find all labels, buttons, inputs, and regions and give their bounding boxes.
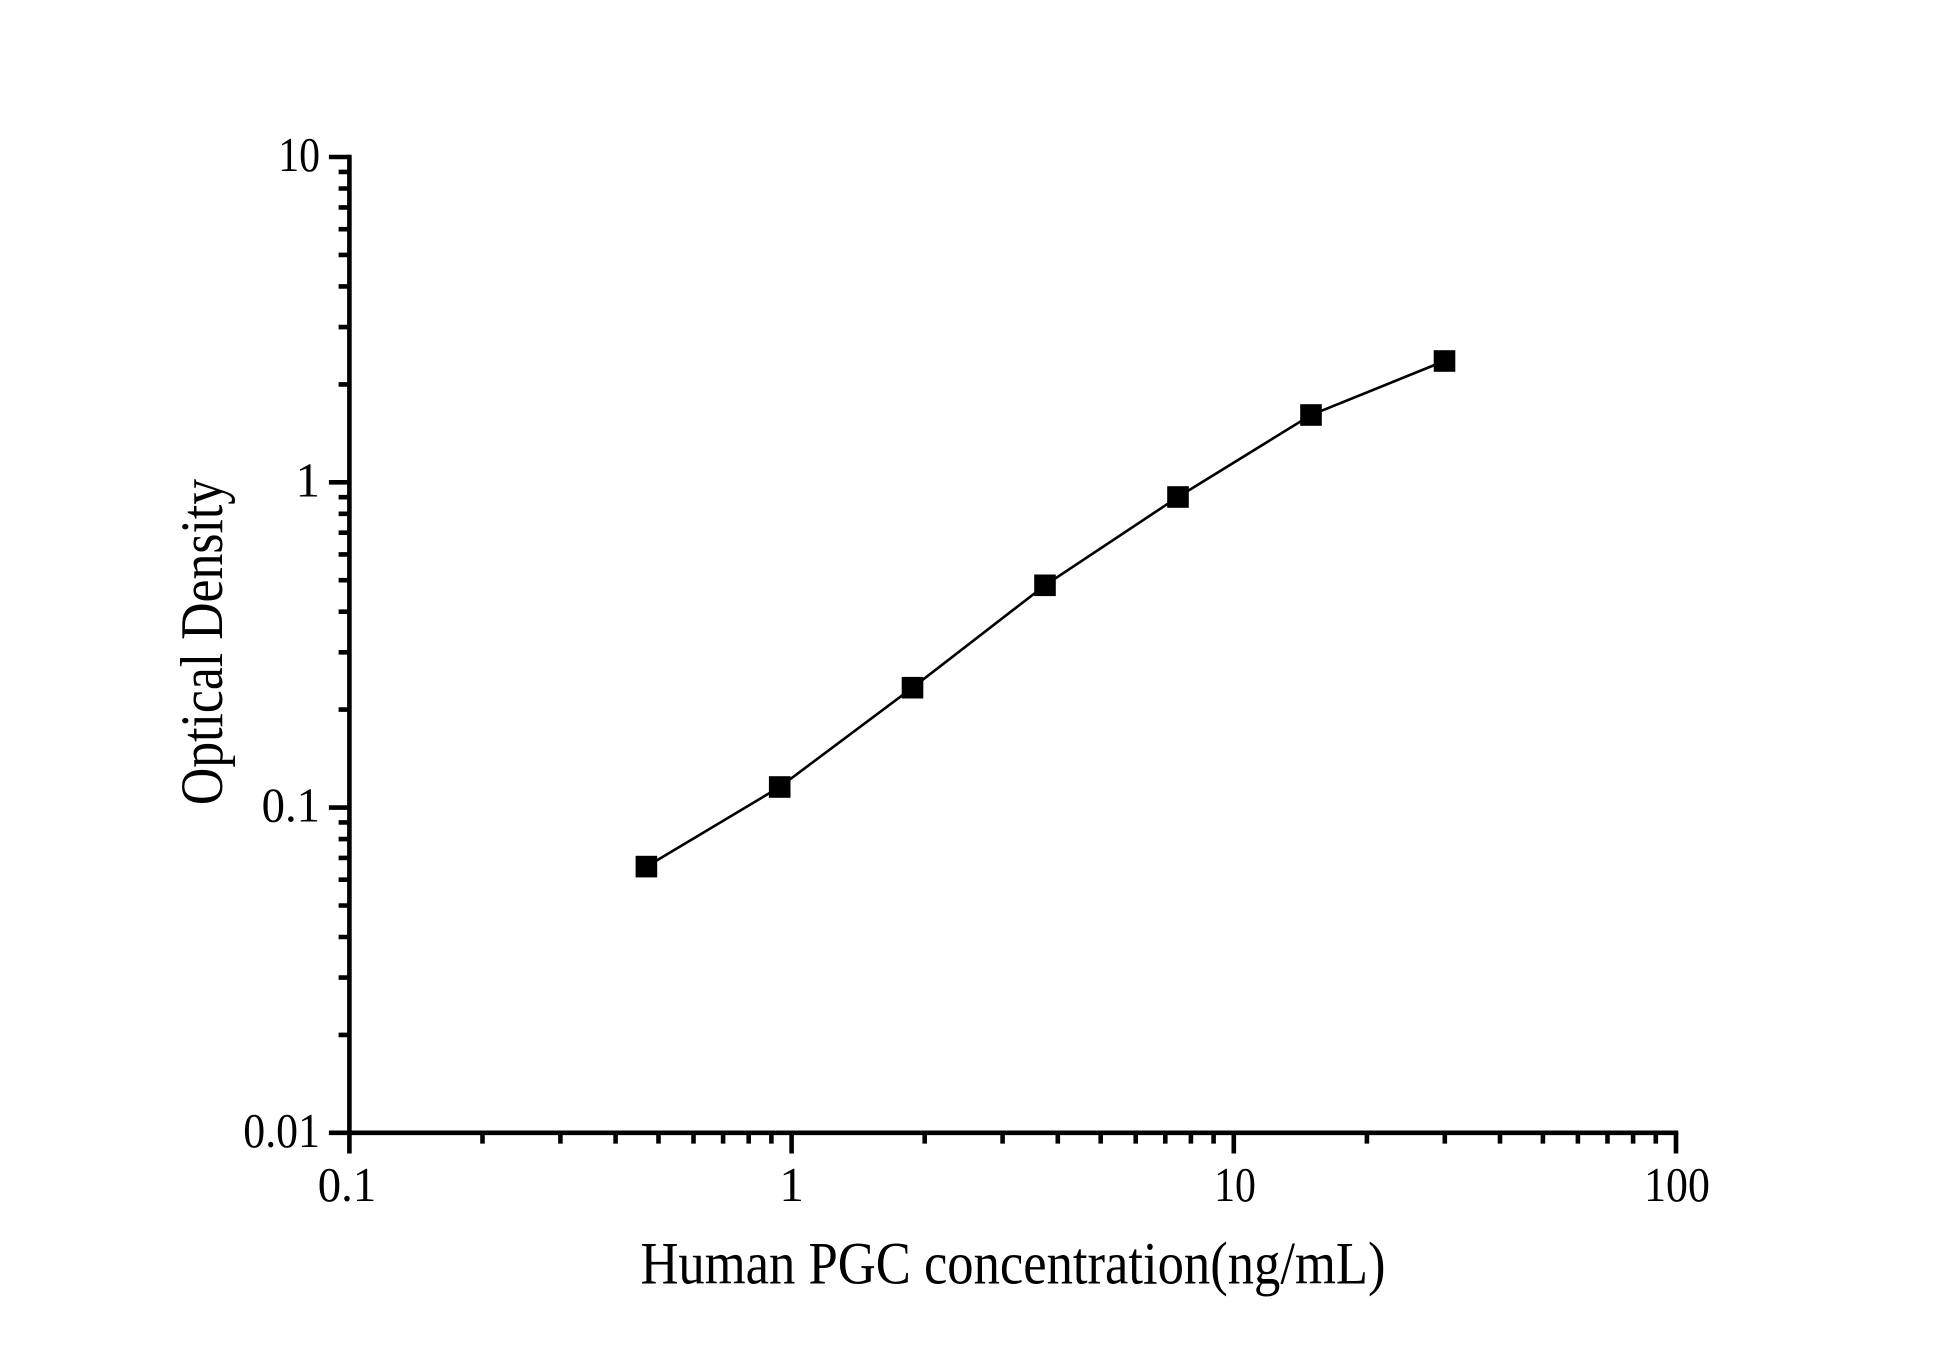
svg-text:1: 1 — [296, 452, 321, 507]
svg-text:10: 10 — [1214, 1157, 1256, 1212]
svg-text:0.01: 0.01 — [243, 1103, 320, 1158]
svg-text:100: 100 — [1644, 1157, 1710, 1212]
svg-text:0.1: 0.1 — [262, 778, 320, 833]
svg-text:10: 10 — [278, 127, 320, 182]
svg-text:Optical Density: Optical Density — [169, 479, 235, 805]
svg-text:1: 1 — [779, 1157, 804, 1212]
svg-text:Human PGC concentration(ng/mL): Human PGC concentration(ng/mL) — [640, 1230, 1385, 1296]
svg-text:0.1: 0.1 — [318, 1157, 376, 1212]
